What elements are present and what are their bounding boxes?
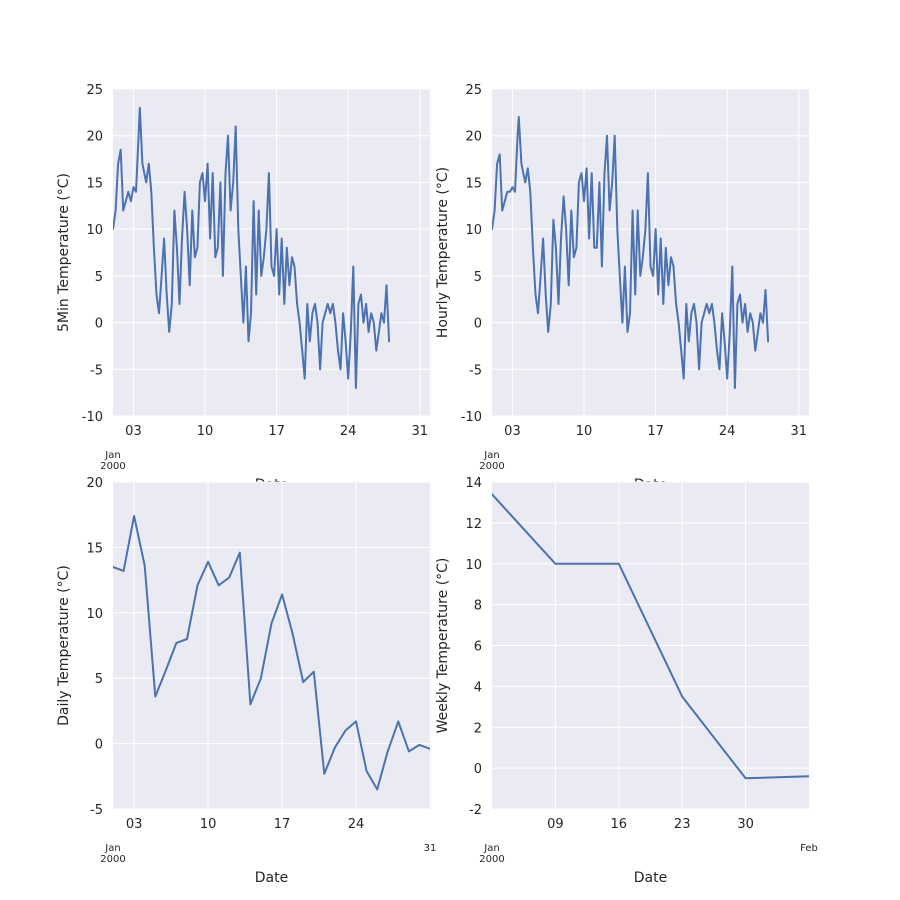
x-tick-label: 10 [200,817,217,832]
y-tick-label: 5 [474,270,482,285]
chart-panel-5min: -10-505101520250310172431Jan2000Date5Min… [56,83,430,493]
x-tick-label: 03 [126,817,143,832]
x-tick-label: 30 [737,817,754,832]
x-tick-label: 31 [412,424,429,439]
x-end-label: Feb [800,843,818,854]
y-axis-label: 5Min Temperature (°C) [56,173,72,332]
y-tick-label: 2 [474,721,482,736]
y-tick-label: 20 [86,476,103,491]
chart-panel-hourly: -10-505101520250310172431Jan2000DateHour… [435,83,809,493]
y-tick-label: -2 [469,803,482,818]
plot-background [113,482,430,809]
x-tick-label: 17 [268,424,285,439]
x-axis-label: Date [255,870,288,886]
y-tick-label: -5 [90,363,103,378]
y-tick-label: 6 [474,640,482,655]
x-corner-label: Jan [104,843,120,854]
x-tick-label: 03 [504,424,521,439]
x-corner-label: Jan [483,450,499,461]
x-tick-label: 10 [197,424,214,439]
y-tick-label: 0 [474,317,482,332]
x-corner-label: Jan [104,450,120,461]
x-tick-label: 10 [576,424,593,439]
series-line [113,515,430,791]
x-tick-label: 17 [647,424,664,439]
x-axis-label: Date [634,870,667,886]
x-tick-label: 09 [547,817,564,832]
y-axis-label: Hourly Temperature (°C) [435,167,451,338]
x-corner-label: 2000 [100,461,125,472]
series-line [492,493,809,780]
x-tick-label: 23 [674,817,691,832]
y-tick-label: 20 [465,130,482,145]
y-tick-label: 15 [86,541,103,556]
y-tick-label: -10 [82,410,103,425]
y-tick-label: -5 [90,803,103,818]
y-tick-label: 25 [86,83,103,98]
x-tick-label: 24 [719,424,736,439]
y-tick-label: 0 [95,738,103,753]
x-tick-label: 16 [611,817,628,832]
y-axis-label: Weekly Temperature (°C) [435,558,451,734]
x-tick-label: 24 [348,817,365,832]
x-tick-label: 31 [791,424,808,439]
y-tick-label: 10 [465,223,482,238]
x-tick-label: 17 [274,817,291,832]
x-tick-label: 03 [125,424,142,439]
x-end-label: 31 [424,843,437,854]
y-tick-label: 25 [465,83,482,98]
y-tick-label: 10 [86,607,103,622]
y-tick-label: 20 [86,130,103,145]
y-tick-label: -5 [469,363,482,378]
y-tick-label: 5 [95,270,103,285]
y-axis-label: Daily Temperature (°C) [56,565,72,726]
y-tick-label: 0 [95,317,103,332]
y-tick-label: 15 [465,176,482,191]
x-tick-label: 24 [340,424,357,439]
y-tick-label: 8 [474,599,482,614]
y-tick-label: 12 [465,517,482,532]
series-line [113,106,391,389]
y-tick-label: 10 [86,223,103,238]
x-corner-label: 2000 [100,854,125,865]
y-tick-label: 14 [465,476,482,491]
x-corner-label: Jan [483,843,499,854]
y-tick-label: -10 [461,410,482,425]
x-corner-label: 2000 [479,461,504,472]
y-tick-label: 4 [474,680,482,695]
series-line [492,116,770,389]
y-tick-label: 5 [95,672,103,687]
x-corner-label: 2000 [479,854,504,865]
y-tick-label: 10 [465,558,482,573]
y-tick-label: 15 [86,176,103,191]
y-tick-label: 0 [474,762,482,777]
